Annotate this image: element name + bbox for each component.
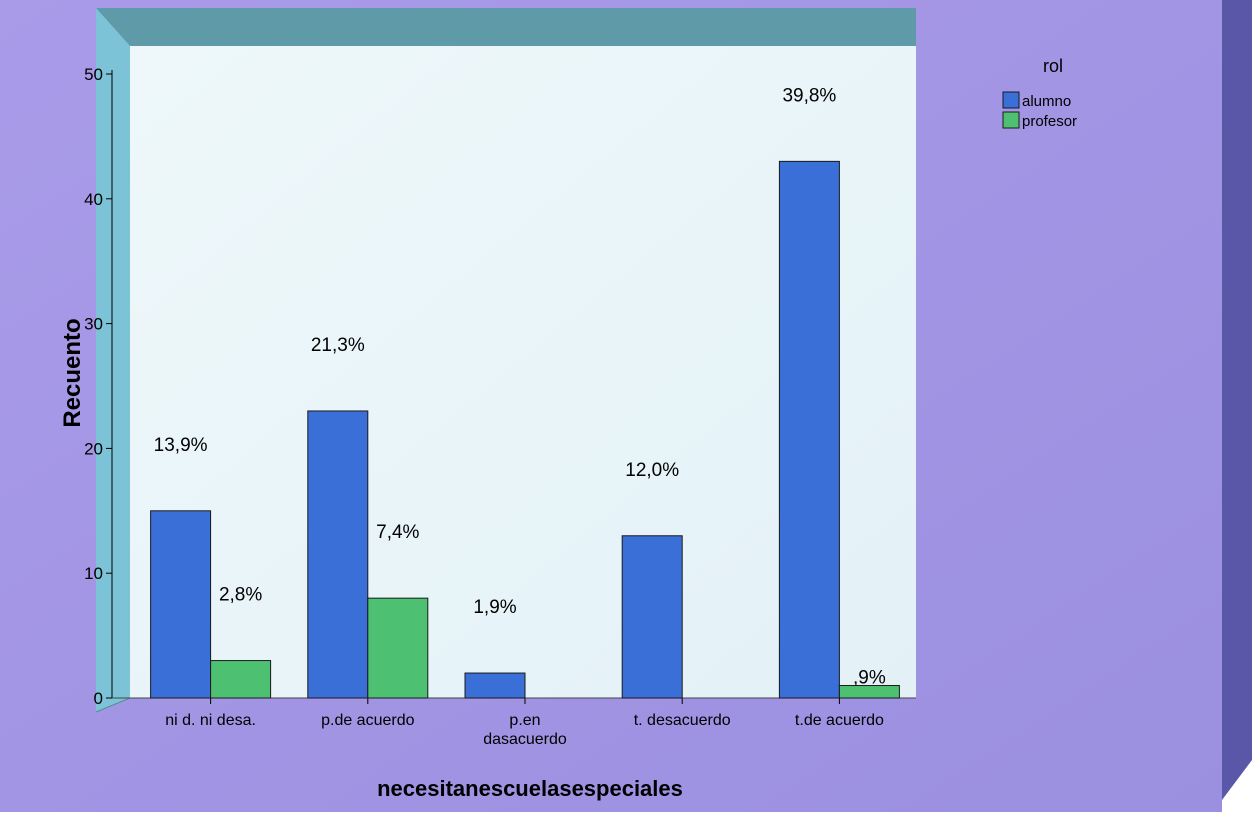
bar-profesor (838, 685, 900, 699)
x-tick-label: t. desacuerdo (634, 712, 731, 729)
bar-profesor (367, 597, 429, 699)
y-axis-title: Recuento (59, 318, 86, 427)
data-label-alumno: 12,0% (625, 460, 679, 481)
x-tick-label: p.en (509, 712, 540, 729)
legend-title: rol (1043, 56, 1063, 76)
bar-alumno (464, 672, 526, 699)
legend: rol alumno profesor (1002, 56, 1077, 130)
bar-alumno (778, 160, 840, 699)
bar-alumno (307, 410, 369, 699)
data-label-alumno: 13,9% (154, 435, 208, 456)
y-tick-label: 0 (94, 689, 103, 708)
plot-floor (95, 697, 131, 713)
legend-label-alumno: alumno (1022, 93, 1071, 110)
x-tick-label: p.de acuerdo (321, 712, 415, 729)
data-label-alumno: 21,3% (311, 335, 365, 356)
x-tick-label: dasacuerdo (483, 731, 567, 748)
y-tick-label: 50 (84, 65, 103, 84)
bar-profesor (210, 660, 272, 699)
legend-swatch-profesor (1002, 111, 1020, 129)
y-tick-label: 40 (84, 190, 103, 209)
data-label-profesor: 7,4% (376, 522, 419, 543)
x-axis-title: necesitanescuelasespeciales (377, 776, 683, 801)
data-label-alumno: 1,9% (473, 597, 516, 618)
data-label-profesor: 2,8% (219, 585, 262, 606)
bar-alumno (150, 510, 212, 699)
y-tick-label: 10 (84, 564, 103, 583)
plot-top-face (96, 8, 916, 46)
bar-alumno (621, 535, 683, 699)
background-right-edge (1222, 0, 1252, 800)
y-tick-label: 30 (84, 315, 103, 334)
data-label-alumno: 39,8% (782, 85, 836, 106)
x-tick-label: ni d. ni desa. (165, 712, 256, 729)
plot-left-face (96, 8, 130, 712)
legend-label-profesor: profesor (1022, 113, 1077, 130)
y-tick-label: 20 (84, 439, 103, 458)
legend-swatch-alumno (1002, 91, 1020, 109)
data-label-profesor: ,9% (853, 668, 886, 689)
x-tick-label: t.de acuerdo (795, 712, 884, 729)
